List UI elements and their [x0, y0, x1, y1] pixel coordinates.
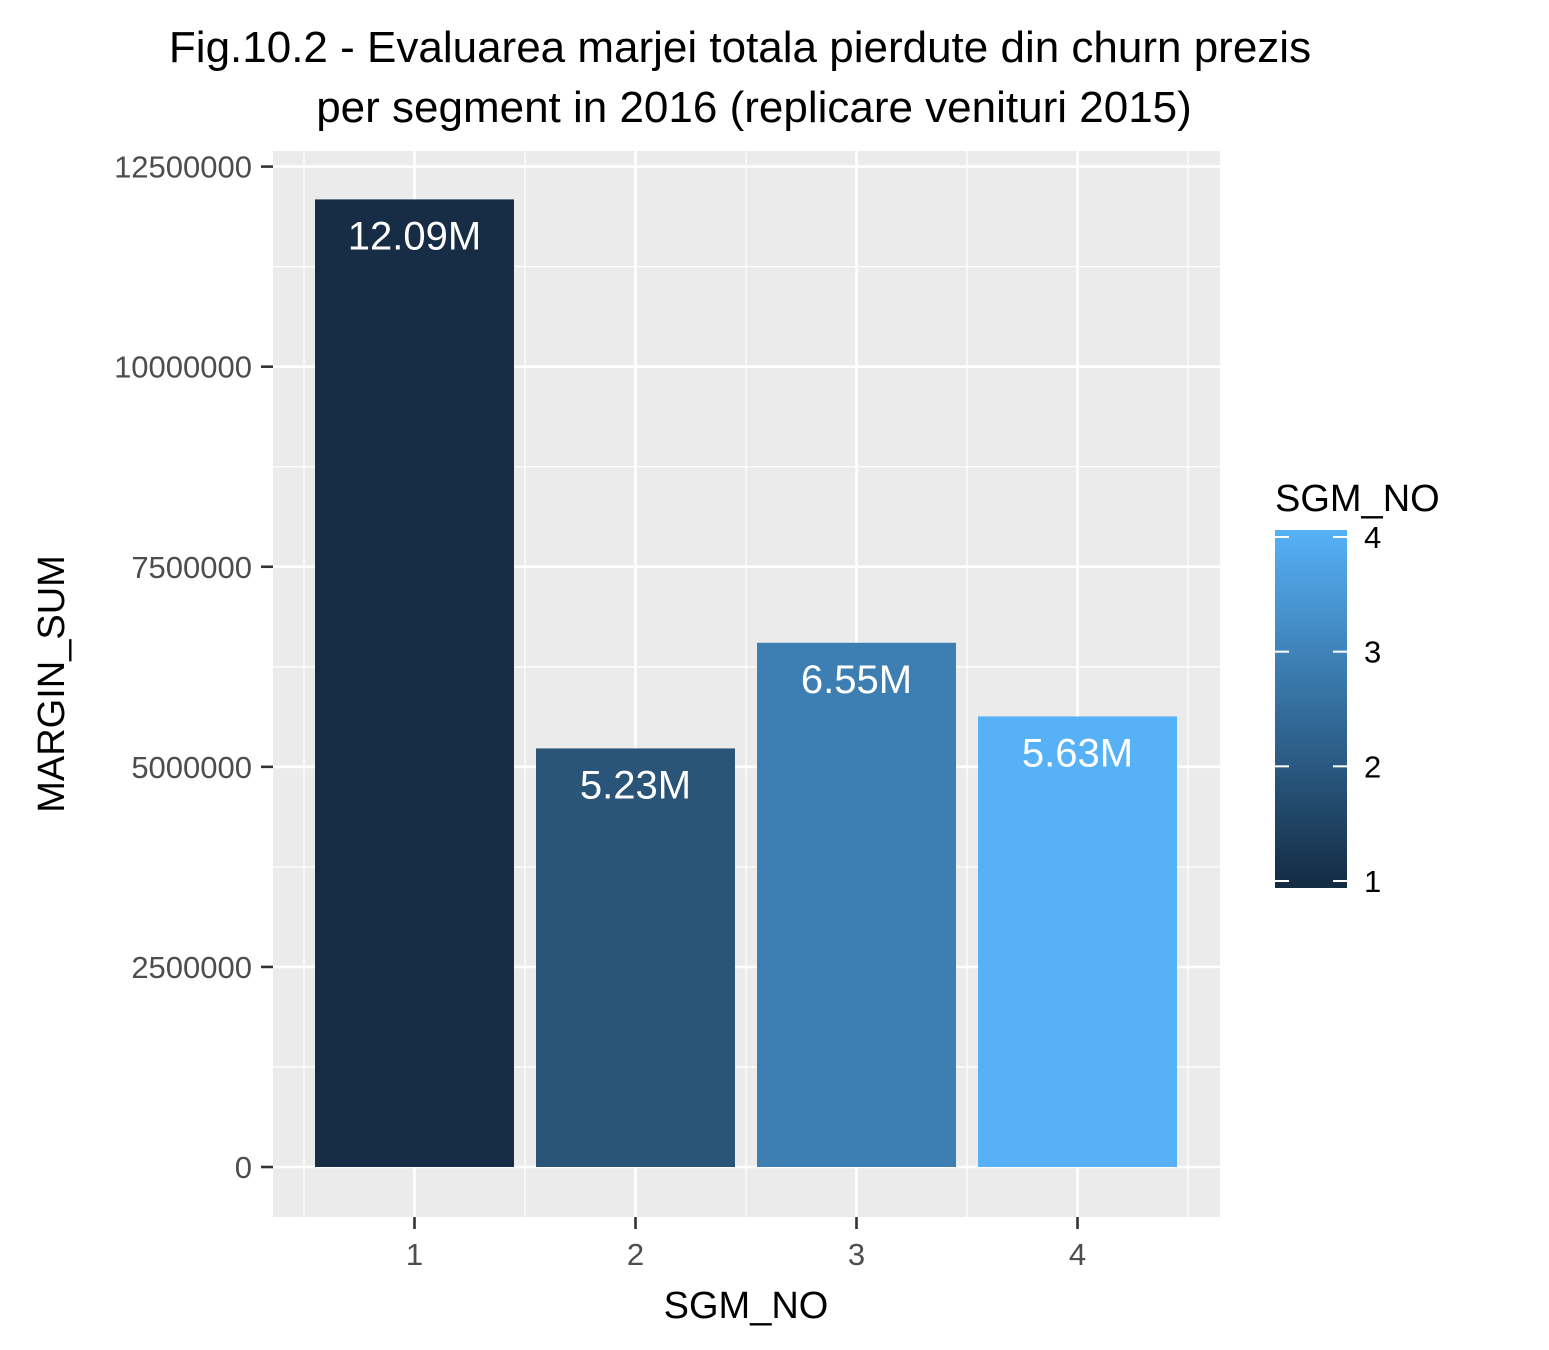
chart-title-line-1: Fig.10.2 - Evaluarea marjei totala pierd…	[169, 23, 1311, 72]
x-tick-label: 1	[406, 1237, 423, 1272]
x-tick-label: 2	[627, 1237, 644, 1272]
bar-segment-1	[315, 199, 514, 1168]
bars	[315, 199, 1177, 1168]
y-tick-label: 12500000	[114, 150, 252, 185]
legend-ticks: 1 2 3 4	[1275, 520, 1381, 899]
bar-segment-3	[757, 642, 956, 1167]
legend-label: 2	[1364, 749, 1381, 784]
y-axis-title: MARGIN_SUM	[31, 555, 73, 813]
bar-segment-2	[536, 748, 735, 1167]
y-tick-label: 0	[235, 1150, 252, 1185]
y-tick-label: 2500000	[131, 950, 252, 985]
chart-title-line-2: per segment in 2016 (replicare venituri …	[316, 83, 1192, 132]
legend: SGM_NO 1 2 3 4	[1275, 478, 1440, 899]
bar-value-label: 12.09M	[348, 214, 481, 258]
bar-value-label: 5.63M	[1022, 731, 1133, 775]
legend-label: 3	[1364, 635, 1381, 670]
legend-label: 4	[1364, 520, 1381, 555]
bar-value-label: 5.23M	[580, 763, 691, 807]
legend-label: 1	[1364, 864, 1381, 899]
y-tick-label: 10000000	[114, 350, 252, 385]
bar-value-label: 6.55M	[801, 658, 912, 702]
bar-segment-4	[978, 716, 1177, 1167]
y-tick-label: 7500000	[131, 550, 252, 585]
x-tick-label: 3	[848, 1237, 865, 1272]
legend-colorbar	[1275, 530, 1347, 888]
x-axis-title: SGM_NO	[664, 1285, 829, 1327]
y-tick-label: 5000000	[131, 750, 252, 785]
legend-title: SGM_NO	[1275, 478, 1440, 520]
bar-data-labels: 12.09M 5.23M 6.55M 5.63M	[348, 214, 1133, 807]
x-tick-label: 4	[1069, 1237, 1086, 1272]
